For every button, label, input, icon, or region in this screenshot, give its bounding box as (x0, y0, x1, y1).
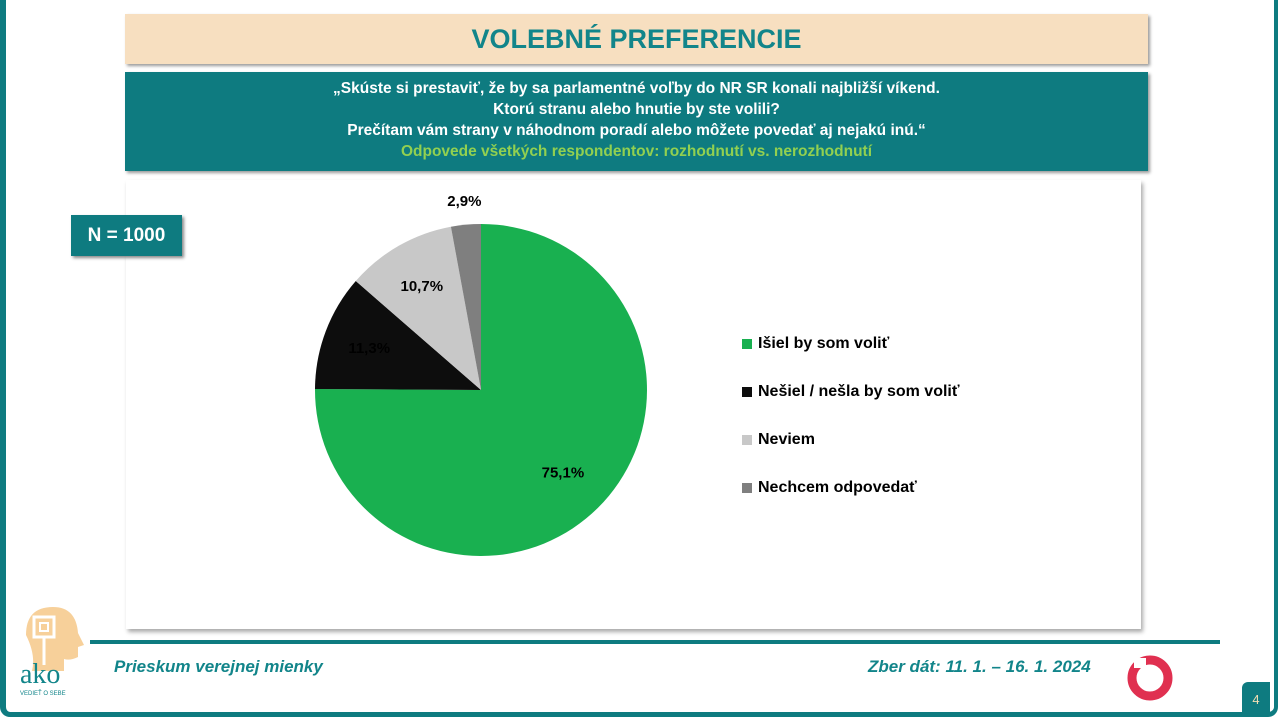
footer-left: Prieskum verejnej mienky (114, 657, 323, 676)
pie-slice (315, 281, 481, 390)
legend-swatch (742, 387, 752, 397)
question-line: Ktorú stranu alebo hnutie by ste volili? (493, 101, 780, 118)
pie-slice (450, 224, 481, 390)
logo-text: ako (20, 659, 60, 690)
legend-item: Neviem (742, 416, 960, 464)
stv-logo-icon (1127, 655, 1173, 701)
legend-label: Nechcem odpovedať (758, 479, 917, 496)
legend-swatch (742, 483, 752, 493)
question-line: Prečítam vám strany v náhodnom poradí al… (347, 122, 926, 139)
ako-logo: ako VEDIEŤ O SEBE (20, 607, 84, 697)
legend-item: Išiel by som voliť (742, 320, 960, 368)
data-label: 75,1% (542, 464, 585, 481)
data-label: 2,9% (447, 193, 481, 210)
legend-item: Nechcem odpovedať (742, 464, 960, 512)
pie-slice (314, 224, 647, 556)
slide-title: VOLEBNÉ PREFERENCIE (125, 14, 1148, 64)
footer-date: Zber dát: 11. 1. – 16. 1. 2024 (868, 657, 1091, 676)
legend-swatch (742, 339, 752, 349)
legend: Išiel by som voliť Nešiel / nešla by som … (742, 320, 960, 512)
legend-label: Nešiel / nešla by som voliť (758, 383, 960, 400)
data-label: 10,7% (401, 278, 444, 295)
page-number: 4 (1242, 682, 1270, 716)
data-label: 11,3% (348, 340, 390, 357)
sample-size-badge: N = 1000 (71, 215, 182, 256)
footer-divider (90, 640, 1220, 644)
legend-item: Nešiel / nešla by som voliť (742, 368, 960, 416)
question-subtitle: Odpovede všetkých respondentov: rozhodnu… (400, 143, 873, 160)
pie-slice (355, 226, 481, 390)
question-box: „Skúste si prestaviť, že by sa parlament… (125, 72, 1148, 171)
question-line: „Skúste si prestaviť, že by sa parlament… (333, 80, 940, 97)
legend-label: Neviem (758, 431, 815, 448)
logo-tagline: VEDIEŤ O SEBE (20, 689, 66, 697)
legend-swatch (742, 435, 752, 445)
legend-label: Išiel by som voliť (758, 335, 890, 352)
